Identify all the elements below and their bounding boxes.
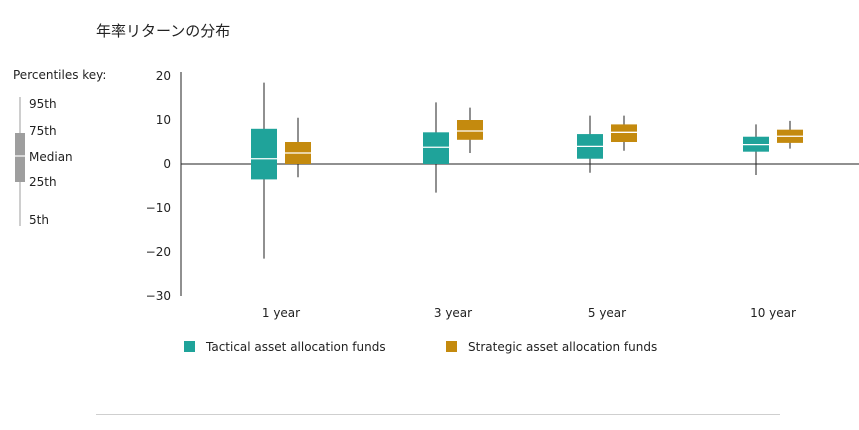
box-iqr — [423, 132, 449, 164]
box-marks — [251, 82, 803, 259]
legend: Tactical asset allocation funds Strategic… — [184, 340, 657, 354]
box-iqr — [251, 128, 277, 180]
y-tick-label: −10 — [146, 201, 171, 215]
legend-label: Tactical asset allocation funds — [205, 340, 386, 354]
key-label-25th: 25th — [29, 175, 57, 189]
y-tick-label: −20 — [146, 245, 171, 259]
legend-swatch — [184, 341, 195, 352]
box-group — [577, 115, 603, 173]
x-tick-label: 10 year — [750, 306, 796, 320]
y-tick-label: 10 — [156, 113, 171, 127]
box-group — [743, 124, 769, 175]
y-tick-label: −30 — [146, 289, 171, 303]
box-group — [285, 117, 311, 178]
axes: 20 10 0 −10 −20 −30 1 year 3 year 5 year 10 year — [146, 69, 859, 320]
x-tick-label: 5 year — [588, 306, 626, 320]
key-heading: Percentiles key: — [13, 68, 106, 82]
key-label-5th: 5th — [29, 213, 49, 227]
key-label-75th: 75th — [29, 124, 57, 138]
box-group — [423, 102, 449, 193]
y-tick-label: 0 — [163, 157, 171, 171]
legend-swatch — [446, 341, 457, 352]
y-tick-label: 20 — [156, 69, 171, 83]
percentiles-key: Percentiles key: 95th 75th Median 25th 5… — [13, 68, 106, 227]
box-iqr — [611, 124, 637, 142]
legend-label: Strategic asset allocation funds — [468, 340, 657, 354]
key-label-95th: 95th — [29, 97, 57, 111]
box-group — [611, 115, 637, 151]
x-tick-label: 1 year — [262, 306, 300, 320]
box-group — [777, 120, 803, 149]
bottom-divider — [96, 414, 780, 415]
chart-title: 年率リターンの分布 — [96, 22, 231, 40]
box-group — [251, 82, 277, 259]
box-group — [457, 107, 483, 153]
key-label-median: Median — [29, 150, 73, 164]
key-box — [15, 133, 25, 182]
box-iqr — [457, 120, 483, 140]
x-tick-label: 3 year — [434, 306, 472, 320]
